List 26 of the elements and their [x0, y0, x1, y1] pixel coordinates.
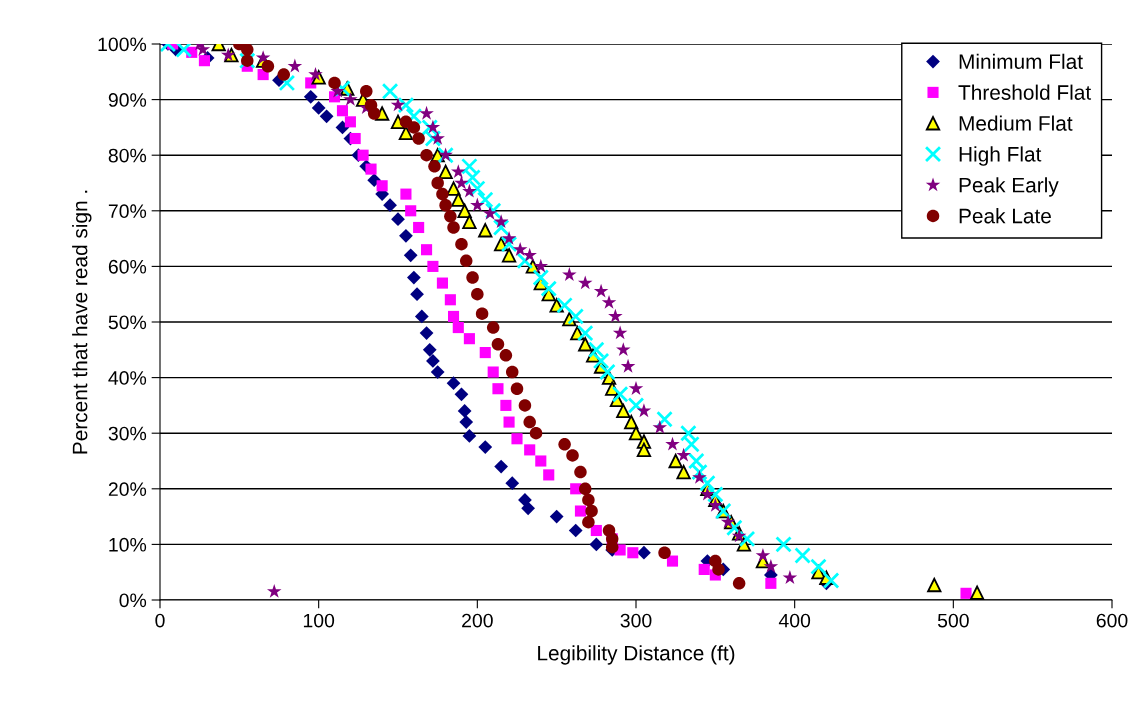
legend-label: High Flat [959, 146, 1042, 166]
y-tick-label: 30% [108, 426, 147, 441]
y-tick-label: 60% [108, 259, 147, 274]
y-tick-label: 0% [119, 593, 147, 608]
legend-label: Minimum Flat [959, 53, 1083, 70]
x-tick-label: 600 [1096, 613, 1128, 628]
y-axis-title: Percent that have read sign . [72, 190, 92, 454]
legend-label: Peak Early [959, 177, 1059, 197]
x-tick-label: 400 [778, 613, 811, 628]
x-tick-label: 0 [155, 613, 165, 628]
x-tick-label: 200 [462, 613, 493, 628]
legend-label: Medium Flat [959, 115, 1073, 131]
legend-label: Threshold Flat [958, 84, 1092, 100]
y-tick-label: 80% [108, 148, 147, 163]
x-tick-label: 300 [620, 613, 652, 628]
x-tick-label: 500 [937, 613, 969, 628]
x-axis-title: Legibility Distance (ft) [538, 645, 735, 665]
y-tick-label: 20% [108, 482, 147, 497]
y-tick-label: 90% [108, 93, 147, 107]
y-tick-label: 10% [109, 537, 147, 552]
legend-label: Peak Late [959, 208, 1051, 224]
y-tick-label: 100% [98, 37, 147, 52]
y-tick-label: 70% [108, 204, 147, 219]
y-tick-label: 40% [108, 371, 147, 385]
y-tick-label: 50% [108, 315, 147, 330]
x-tick-label: 100 [303, 613, 335, 628]
